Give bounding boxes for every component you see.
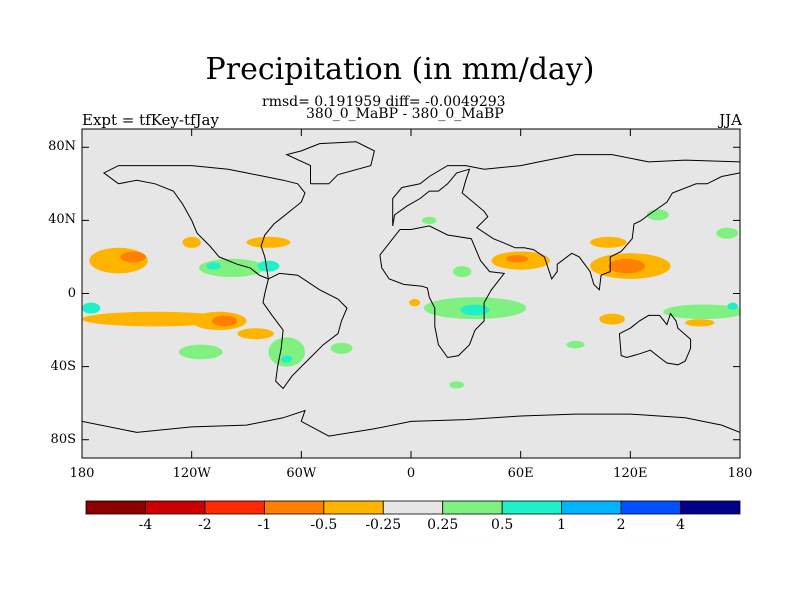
coastline-eurasia xyxy=(392,154,740,291)
colorbar-label: 4 xyxy=(676,517,685,533)
season-label: JJA xyxy=(719,111,742,129)
x-tick-label: 60E xyxy=(507,466,534,481)
colorbar-swatch xyxy=(680,500,741,515)
colorbar-label: 0.25 xyxy=(427,517,459,533)
anomaly-regions xyxy=(82,209,740,389)
colorbar-swatch xyxy=(323,500,384,515)
coastline-south-america xyxy=(262,272,348,390)
x-tick-label: 180 xyxy=(727,466,753,481)
colorbar-swatch xyxy=(85,500,146,515)
stats-text: rmsd= 0.191959 diff= -0.0049293 xyxy=(262,94,506,110)
colorbar-label: -4 xyxy=(138,517,153,533)
anomaly-region xyxy=(590,236,627,248)
coastline-greenland xyxy=(285,141,375,185)
x-tick-label: 120E xyxy=(613,466,648,481)
anomaly-region xyxy=(211,315,238,327)
anomaly-region xyxy=(182,236,201,248)
colorbar-swatch xyxy=(620,500,681,515)
axis-ticks xyxy=(81,129,741,458)
anomaly-region xyxy=(82,311,229,327)
y-tick-label: 80N xyxy=(48,139,76,155)
colorbar-label: -2 xyxy=(198,517,212,533)
anomaly-region xyxy=(566,341,585,349)
page-title: Precipitation (in mm/day) xyxy=(205,52,595,87)
anomaly-region xyxy=(268,337,305,367)
anomaly-region xyxy=(727,302,739,310)
anomaly-region xyxy=(82,302,101,314)
anomaly-region xyxy=(663,304,740,320)
colorbar-swatch xyxy=(204,500,265,515)
coastline-australia xyxy=(618,312,692,366)
map-background xyxy=(82,129,740,458)
y-tick-label: 40N xyxy=(48,212,76,228)
anomaly-region xyxy=(453,266,472,278)
anomaly-region xyxy=(608,258,645,274)
colorbar xyxy=(85,500,741,515)
anomaly-region xyxy=(421,216,437,225)
colorbar-swatch xyxy=(501,500,563,515)
anomaly-region xyxy=(246,236,291,248)
x-tick-label: 0 xyxy=(406,466,416,481)
colorbar-swatch xyxy=(145,500,206,515)
colorbar-swatch xyxy=(263,500,325,515)
anomaly-region xyxy=(178,344,223,360)
colorbar-label: 1 xyxy=(557,517,567,533)
colorbar-label: 0.5 xyxy=(491,517,514,533)
colorbar-swatch xyxy=(561,500,622,515)
colorbar-swatch xyxy=(442,500,503,515)
anomaly-region xyxy=(685,319,715,327)
anomaly-region xyxy=(281,355,293,363)
colorbar-label: 2 xyxy=(616,517,626,533)
anomaly-region xyxy=(330,342,353,354)
y-tick-label: 0 xyxy=(67,285,76,301)
colorbar-label: -0.5 xyxy=(310,517,338,533)
anomaly-region xyxy=(599,313,625,325)
x-tick-label: 120W xyxy=(172,466,211,481)
anomaly-region xyxy=(120,251,146,263)
anomaly-region xyxy=(716,227,739,239)
experiment-label: Expt = tfKey-tfJay xyxy=(82,111,219,129)
y-tick-label: 80S xyxy=(50,431,76,447)
colorbar-swatch xyxy=(382,500,444,515)
x-tick-label: 180 xyxy=(69,466,95,481)
y-tick-label: 40S xyxy=(50,358,76,374)
anomaly-region xyxy=(257,260,280,272)
coastlines xyxy=(82,141,740,437)
anomaly-region xyxy=(449,381,465,389)
anomaly-region xyxy=(506,255,528,263)
colorbar-label: -0.25 xyxy=(365,517,402,533)
x-tick-label: 60W xyxy=(286,466,317,481)
anomaly-region xyxy=(409,298,421,307)
anomaly-region xyxy=(206,262,221,270)
coastline-antarctica xyxy=(82,409,740,437)
anomaly-region xyxy=(237,328,274,340)
anomaly-region xyxy=(460,304,490,316)
subtitle-text: 380_0_MaBP - 380_0_MaBP xyxy=(306,106,504,122)
coastline-africa xyxy=(379,225,506,359)
coastline-north-america xyxy=(102,165,306,280)
colorbar-label: -1 xyxy=(257,517,272,533)
anomaly-region xyxy=(646,209,669,221)
